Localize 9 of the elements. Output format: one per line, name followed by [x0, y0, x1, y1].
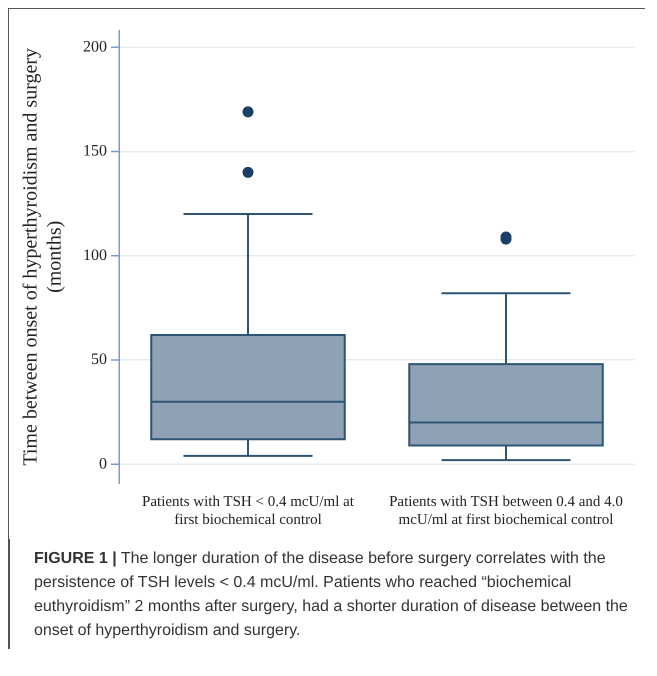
y-tick-label: 150 [83, 142, 107, 160]
x-tick-label: Patients with TSH between 0.4 and 4.0 mcU/ml at first biochemical control [389, 494, 623, 528]
y-tick-label: 50 [91, 351, 107, 368]
y-tick-label: 100 [83, 246, 107, 264]
caption: FIGURE 1 | The longer duration of the disease before surgery correlates with the persistence of TSH levels < 0.4 mcU/ml. Patients who reached “biochemical euthyroidism” 2 months after surgery, had a shorter duration of disease between the onset of hyperthyroidism and surgery. [34, 550, 628, 639]
y-axis-title: Time between onset of hyperthyroidism and surgery (months) [19, 48, 66, 466]
y-tick-label: 0 [99, 455, 107, 472]
y-tick-label: 200 [83, 38, 107, 56]
x-tick-label: Patients with TSH < 0.4 mcU/ml at first biochemical control [142, 494, 355, 528]
